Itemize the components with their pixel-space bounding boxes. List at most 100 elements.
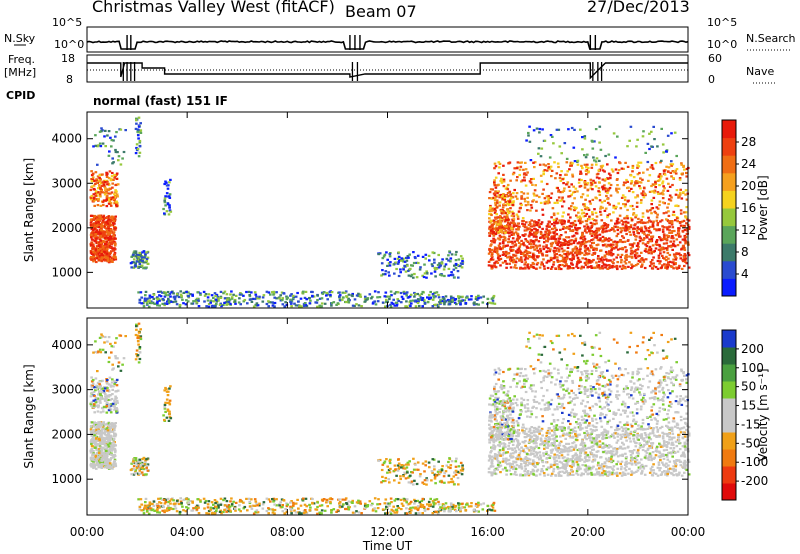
velocity-pixel — [165, 398, 169, 401]
power-pixel — [156, 302, 159, 305]
power-pixel — [655, 216, 659, 219]
power-pixel — [661, 228, 665, 231]
power-pixel — [662, 236, 666, 239]
power-pixel — [612, 243, 615, 246]
velocity-pixel — [90, 448, 93, 451]
power-pixel — [303, 302, 307, 305]
power-pixel — [620, 258, 623, 262]
power-pixel — [495, 195, 498, 198]
power-pixel — [575, 247, 579, 250]
power-pixel — [104, 246, 108, 249]
colorbar-label: Power [dB] — [756, 175, 770, 240]
power-pixel — [394, 291, 398, 294]
power-pixel — [608, 259, 611, 262]
power-pixel — [449, 300, 452, 303]
power-pixel — [541, 213, 545, 216]
power-pixel — [489, 206, 492, 209]
velocity-pixel — [284, 508, 287, 511]
power-pixel — [508, 190, 512, 193]
power-pixel — [525, 254, 528, 257]
y-tick-label: 3000 — [51, 176, 82, 190]
power-pixel — [425, 271, 429, 275]
power-pixel — [675, 238, 679, 241]
power-pixel — [265, 302, 269, 306]
power-pixel — [529, 265, 533, 269]
power-pixel — [667, 166, 671, 169]
power-pixel — [506, 256, 509, 259]
power-pixel — [258, 295, 261, 298]
velocity-pixel — [113, 380, 116, 383]
power-pixel — [110, 224, 113, 227]
power-pixel — [455, 250, 458, 254]
power-pixel — [660, 127, 663, 130]
power-pixel — [494, 232, 498, 236]
velocity-pixel — [100, 422, 103, 425]
power-pixel — [511, 210, 514, 213]
power-pixel — [505, 225, 508, 228]
power-pixel — [594, 128, 598, 131]
power-pixel — [96, 191, 100, 194]
power-pixel — [595, 234, 599, 237]
power-pixel — [603, 254, 607, 257]
power-pixel — [636, 166, 639, 169]
power-pixel — [223, 297, 227, 300]
power-pixel — [493, 196, 497, 199]
power-pixel — [166, 300, 169, 303]
power-pixel — [636, 248, 640, 251]
power-pixel — [139, 130, 142, 133]
power-pixel — [631, 170, 634, 173]
power-pixel — [659, 260, 662, 263]
power-pixel — [641, 212, 645, 215]
power-pixel — [562, 189, 566, 192]
power-pixel — [505, 217, 509, 220]
power-pixel — [393, 292, 397, 295]
power-pixel — [646, 168, 649, 171]
velocity-pixel — [108, 462, 112, 465]
power-pixel — [487, 264, 491, 267]
velocity-pixel — [290, 506, 294, 509]
velocity-pixel — [98, 462, 102, 465]
power-pixel — [672, 253, 676, 256]
power-pixel — [612, 240, 615, 244]
velocity-pixel — [107, 360, 111, 364]
power-pixel — [384, 295, 388, 298]
power-pixel — [186, 300, 190, 303]
power-pixel — [684, 211, 688, 214]
power-pixel — [431, 298, 435, 301]
power-pixel — [532, 161, 535, 164]
power-pixel — [529, 209, 532, 212]
velocity-pixel — [103, 433, 107, 436]
power-pixel — [108, 240, 112, 243]
power-pixel — [584, 208, 587, 211]
power-pixel — [665, 242, 669, 245]
power-pixel — [169, 295, 172, 298]
power-pixel — [498, 225, 502, 228]
power-pixel — [494, 165, 498, 168]
power-pixel — [687, 266, 691, 269]
power-pixel — [138, 145, 142, 148]
power-pixel — [679, 188, 682, 191]
power-pixel — [569, 229, 572, 232]
power-pixel — [548, 220, 551, 223]
power-pixel — [493, 184, 497, 187]
velocity-pixel — [114, 463, 117, 466]
power-pixel — [640, 199, 643, 202]
power-pixel — [661, 264, 664, 267]
power-pixel — [161, 302, 164, 305]
power-pixel — [107, 221, 110, 224]
power-pixel — [670, 222, 674, 225]
velocity-pixel — [93, 442, 97, 445]
power-pixel — [632, 233, 636, 236]
power-pixel — [685, 206, 688, 209]
velocity-pixel — [91, 450, 94, 453]
power-pixel — [621, 223, 625, 226]
power-pixel — [138, 139, 142, 143]
power-pixel — [99, 248, 102, 251]
power-pixel — [573, 220, 577, 223]
power-pixel — [538, 127, 542, 131]
power-pixel — [683, 228, 687, 232]
power-pixel — [488, 210, 491, 213]
power-pixel — [532, 235, 536, 238]
power-pixel — [541, 263, 544, 266]
power-pixel — [99, 215, 102, 219]
